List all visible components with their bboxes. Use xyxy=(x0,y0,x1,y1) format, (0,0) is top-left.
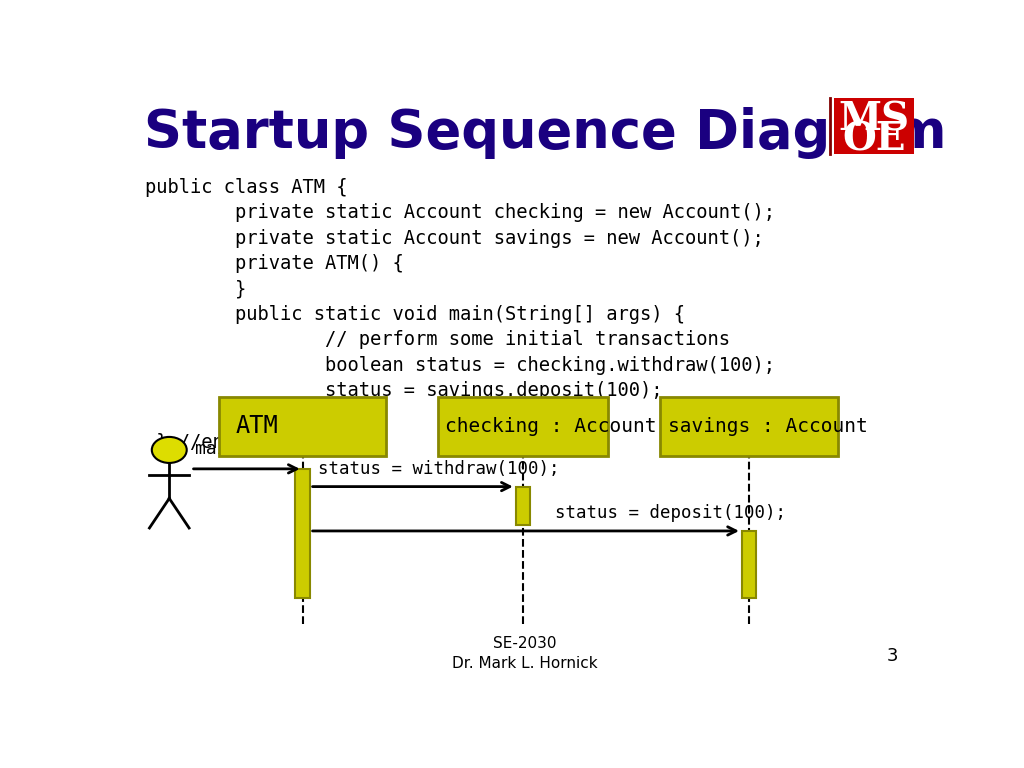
Text: } //end ATM: } //end ATM xyxy=(145,432,281,451)
Text: boolean status = checking.withdraw(100);: boolean status = checking.withdraw(100); xyxy=(145,356,775,375)
Text: Startup Sequence Diagram: Startup Sequence Diagram xyxy=(143,107,946,159)
Text: Dr. Mark L. Hornick: Dr. Mark L. Hornick xyxy=(452,656,598,670)
FancyBboxPatch shape xyxy=(296,468,309,598)
Text: ATM: ATM xyxy=(236,414,278,439)
Text: private static Account savings = new Account();: private static Account savings = new Acc… xyxy=(145,229,764,248)
Text: 3: 3 xyxy=(887,647,898,664)
FancyBboxPatch shape xyxy=(741,531,756,598)
Text: status = withdraw(100);: status = withdraw(100); xyxy=(317,460,559,478)
Circle shape xyxy=(152,437,186,463)
FancyBboxPatch shape xyxy=(516,487,530,525)
Text: MS: MS xyxy=(839,100,909,138)
Text: checking : Account: checking : Account xyxy=(445,417,657,435)
Text: public static void main(String[] args) {: public static void main(String[] args) { xyxy=(145,305,685,324)
Text: main();: main(); xyxy=(195,440,270,458)
Text: private ATM() {: private ATM() { xyxy=(145,254,404,273)
Text: }: } xyxy=(145,280,247,299)
Text: // perform some initial transactions: // perform some initial transactions xyxy=(145,330,730,349)
Text: SE-2030: SE-2030 xyxy=(493,636,557,651)
FancyBboxPatch shape xyxy=(437,397,608,456)
FancyBboxPatch shape xyxy=(219,397,386,456)
Text: private static Account checking = new Account();: private static Account checking = new Ac… xyxy=(145,204,775,222)
Text: savings : Account: savings : Account xyxy=(668,417,867,435)
Text: OE: OE xyxy=(842,120,906,158)
FancyBboxPatch shape xyxy=(835,98,913,154)
Text: }: } xyxy=(145,407,247,425)
FancyBboxPatch shape xyxy=(659,397,839,456)
Text: status = savings.deposit(100);: status = savings.deposit(100); xyxy=(145,382,663,400)
Text: public class ATM {: public class ATM { xyxy=(145,178,348,197)
Text: status = deposit(100);: status = deposit(100); xyxy=(555,504,785,522)
